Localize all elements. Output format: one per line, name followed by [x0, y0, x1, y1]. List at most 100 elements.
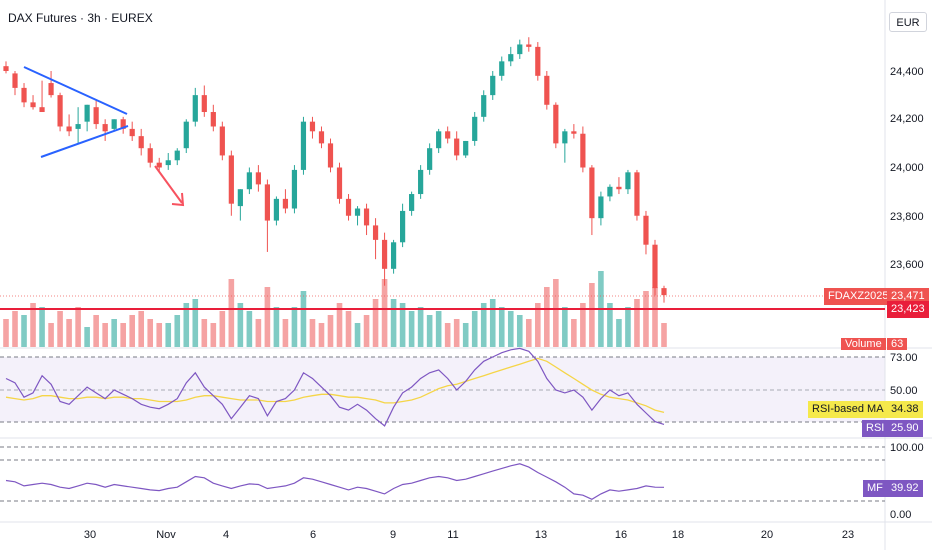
candle	[661, 285, 667, 303]
candle-body	[327, 143, 334, 168]
candle-body	[463, 140, 469, 156]
candle	[409, 191, 415, 216]
candle	[445, 126, 451, 144]
candle-body	[66, 126, 72, 132]
candle	[165, 153, 171, 170]
candle	[147, 143, 153, 168]
candle	[39, 80, 45, 113]
volume-bar	[147, 319, 154, 347]
candle-body	[318, 131, 325, 144]
candle	[381, 232, 388, 286]
candle-body	[282, 198, 289, 209]
candle-body	[354, 208, 361, 216]
volume-bar	[237, 303, 244, 347]
candle	[75, 107, 81, 144]
rsi-line	[5, 347, 665, 427]
candle-body	[75, 124, 81, 129]
price-axis-ticks: 24,400 24,200 24,000 23,800 23,600	[890, 66, 924, 271]
volume-value-badge: 63	[887, 338, 908, 350]
candle-body	[544, 75, 550, 105]
candle-body	[210, 112, 216, 127]
volume-bar	[390, 299, 397, 347]
currency-button[interactable]: EUR	[889, 12, 927, 32]
candle-body	[643, 215, 649, 245]
time-label: 4	[223, 529, 229, 541]
candle-body	[436, 131, 442, 149]
volume-bar	[525, 319, 532, 347]
time-label: 16	[615, 529, 627, 541]
candle-body	[571, 131, 577, 134]
rsi-tick: 73.00	[890, 352, 918, 364]
volume-bar	[138, 311, 145, 347]
candle	[183, 119, 189, 154]
volume-bar	[291, 307, 298, 347]
trendline-upper[interactable]	[23, 66, 128, 115]
mf-label-badge: MF	[863, 480, 887, 497]
volume-bar	[93, 315, 99, 347]
candle-body	[381, 239, 388, 269]
candle-body	[400, 210, 406, 243]
candle	[363, 203, 370, 236]
candle	[544, 71, 550, 110]
volume-bar	[634, 299, 640, 347]
volume-bar	[282, 319, 289, 347]
candle	[490, 71, 496, 100]
volume-bar	[652, 287, 658, 347]
volume-bar	[66, 319, 72, 347]
candle	[12, 71, 18, 96]
volume-bar	[553, 279, 559, 347]
volume-bar	[309, 319, 316, 347]
candle-body	[156, 162, 162, 168]
candle	[390, 239, 397, 274]
volume-bar	[219, 311, 226, 347]
time-axis: 30 Nov 4 6 9 11 13 16 18 20 23	[84, 529, 854, 541]
symbol-title[interactable]: DAX Futures · 3h · EUREX	[8, 11, 153, 25]
candle	[102, 119, 108, 141]
mf-tick: 100.00	[890, 442, 924, 454]
candle-body	[183, 121, 189, 149]
candle	[589, 165, 595, 236]
candle-body	[589, 167, 595, 219]
candle-body	[300, 121, 307, 170]
candle	[138, 128, 144, 156]
candle-body	[499, 61, 505, 76]
candle-body	[201, 95, 207, 113]
volume-bar	[102, 323, 108, 347]
candle	[93, 99, 99, 129]
volume-bar	[12, 311, 18, 347]
volume-bar	[156, 323, 163, 347]
candle-body	[21, 87, 27, 103]
candle-body	[84, 104, 90, 122]
candle-body	[138, 136, 144, 149]
candle	[652, 239, 658, 296]
candle-body	[418, 169, 424, 195]
volume-bar	[535, 303, 541, 347]
volume-bar	[300, 291, 307, 347]
volume-bar	[372, 299, 379, 347]
candle	[643, 210, 649, 255]
candle	[571, 124, 577, 139]
volume-bar	[48, 323, 54, 347]
trendline-lower[interactable]	[40, 125, 129, 158]
arrow-icon[interactable]	[154, 165, 185, 207]
candle-body	[246, 172, 252, 190]
candle-body	[598, 196, 604, 219]
candle	[300, 116, 307, 175]
volume-bar	[111, 319, 117, 347]
volume-bar	[183, 303, 190, 347]
last-price-badge: 23,471	[887, 288, 929, 305]
candle	[499, 56, 505, 81]
volume-bar	[580, 303, 586, 347]
candle	[472, 112, 478, 146]
candle	[192, 87, 198, 127]
candle-body	[165, 160, 171, 166]
candle-body	[336, 167, 343, 199]
candle	[228, 150, 234, 216]
volume-bar	[3, 319, 9, 347]
candle-body	[57, 95, 63, 127]
volume-bar	[273, 307, 280, 347]
volume-bar	[381, 279, 388, 347]
mf-value-badge: 39.92	[887, 480, 923, 497]
